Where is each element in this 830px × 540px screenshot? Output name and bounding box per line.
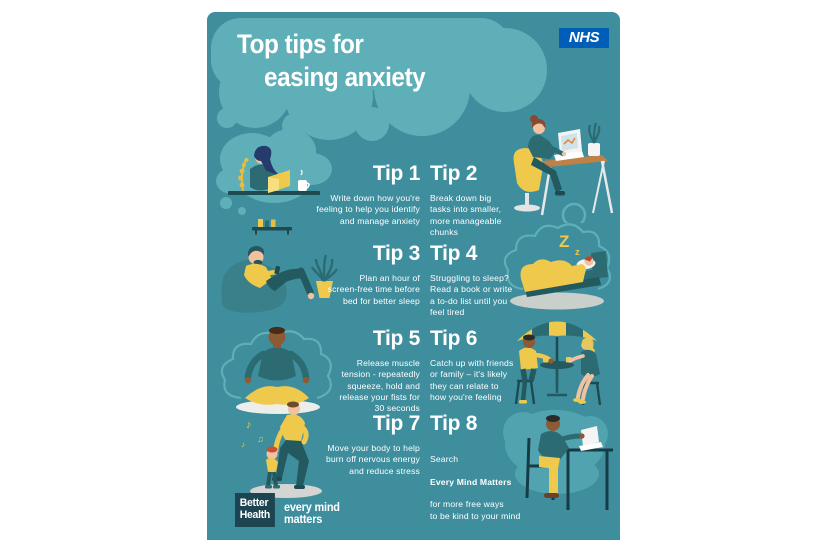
- better-health-line-1: Better: [239, 497, 269, 509]
- potted-plant: [588, 122, 601, 156]
- tip-3-label: Tip 3: [372, 242, 420, 265]
- every-mind-matters-logo: every mind matters: [283, 502, 340, 526]
- laptop: [579, 426, 603, 451]
- tip-7-label: Tip 7: [372, 412, 420, 435]
- dancing-adult: [272, 401, 309, 489]
- illustration-cafe-friends: [514, 321, 602, 406]
- yellow-pot-plant: [310, 254, 339, 298]
- tip-2-label: Tip 2: [430, 162, 478, 185]
- illustration-desk-laptop: [513, 115, 614, 223]
- tip-8-label: Tip 8: [430, 412, 478, 435]
- illustration-beanbag: [221, 219, 339, 313]
- sleep-z-large: Z: [559, 232, 569, 251]
- cloud-backdrop: [503, 410, 608, 494]
- better-health-logo: Better Health: [235, 493, 275, 527]
- man-at-laptop: [538, 415, 585, 498]
- tip-4-body: Struggling to sleep? Read a book or writ…: [430, 273, 513, 317]
- illustration-sleeping: Z z: [503, 223, 612, 310]
- tip-8-body-search: Search: [430, 454, 459, 465]
- fern-plant: [238, 158, 249, 192]
- relaxing-man: [244, 246, 315, 300]
- better-health-line-2: Health: [239, 508, 271, 521]
- floor: [510, 292, 604, 310]
- ring-decoration: [561, 202, 587, 223]
- music-note-3: ♪: [241, 440, 245, 449]
- tip-1-label: Tip 1: [372, 162, 420, 185]
- woman-at-desk: [528, 115, 567, 196]
- poster-title: Top tips for easing anxiety: [237, 28, 426, 94]
- nhs-logo: NHS: [559, 28, 609, 48]
- tip-3-body: Plan an hour of screen-free time before …: [327, 273, 420, 306]
- tip-8-body: Search Every Mind Matters for more free …: [430, 443, 550, 533]
- music-note-2: ♫: [257, 434, 264, 444]
- tip-5-label: Tip 5: [372, 327, 420, 350]
- tip-4-label: Tip 4: [430, 242, 478, 265]
- wall-shelf: [252, 219, 292, 235]
- tip-6-body: Catch up with friends or family – it's l…: [430, 358, 514, 402]
- title-line-2: easing anxiety: [264, 62, 426, 92]
- illustration-laptop-search: [503, 410, 613, 510]
- meditating-man: [244, 326, 310, 405]
- title-line-1: Top tips for: [237, 29, 364, 59]
- tip-6-label: Tip 6: [430, 327, 478, 350]
- dancing-child: [265, 446, 280, 489]
- tip-8-body-every-mind-matters: Every Mind Matters: [430, 476, 512, 487]
- friend-right: [568, 337, 602, 406]
- illustration-journaling-cloud: [216, 129, 332, 215]
- tip-1-body: Write down how you're feeling to help yo…: [316, 193, 420, 226]
- music-note-1: ♪: [246, 419, 252, 431]
- anxiety-tips-poster: Top tips for easing anxiety NHS: [207, 12, 620, 540]
- desk: [563, 448, 613, 510]
- sleep-z-small: z: [575, 247, 580, 258]
- bed: [520, 251, 608, 297]
- friend-left: [514, 334, 554, 405]
- tip-5-body: Release muscle tension - repeatedly sque…: [339, 358, 420, 414]
- footer-logos: Better Health every mind matters: [235, 493, 343, 527]
- tip-7-body: Move your body to help burn off nervous …: [325, 443, 420, 476]
- dream-cloud-outline: [503, 223, 612, 291]
- tip-8-body-rest: for more free ways to be kind to your mi…: [430, 499, 521, 521]
- tip-2-body: Break down big tasks into smaller, more …: [430, 193, 502, 237]
- mug: [298, 169, 310, 191]
- writing-woman: [250, 145, 290, 193]
- laptop: [554, 129, 584, 161]
- desk: [540, 155, 614, 216]
